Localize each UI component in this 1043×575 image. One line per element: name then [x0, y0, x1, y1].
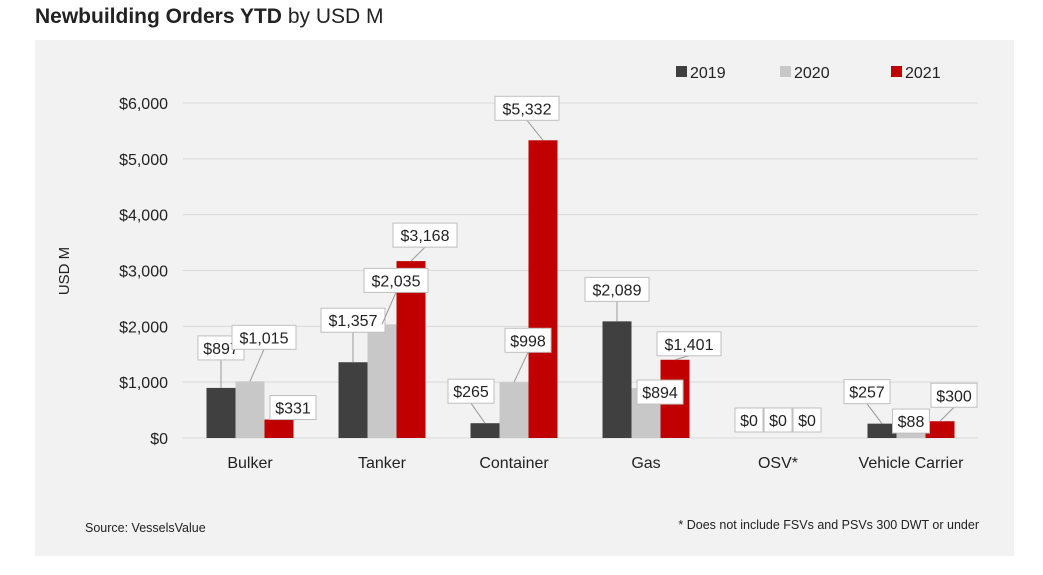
bar-2019: [867, 423, 897, 438]
source-note: Source: VesselsValue: [85, 521, 206, 535]
data-label-box: [392, 222, 458, 248]
y-tick-label: $5,000: [119, 152, 168, 169]
legend-swatch-2020: [780, 66, 791, 77]
data-label-leader: [674, 355, 690, 361]
data-label-leader: [526, 119, 544, 141]
data-label-2019: $257: [849, 385, 885, 402]
data-label-2021: $300: [936, 388, 972, 405]
data-label-box: [447, 378, 495, 404]
bar-2020: [235, 381, 265, 438]
bar-2019: [470, 423, 500, 438]
data-label-2021: $3,168: [401, 228, 450, 245]
data-label-2021: $1,401: [665, 337, 714, 354]
data-label-2020: $88: [898, 414, 925, 431]
footnote: * Does not include FSVs and PSVs 300 DWT…: [678, 518, 979, 532]
bar-2019: [338, 362, 368, 438]
data-label-leader: [939, 406, 955, 422]
data-label-2019: $0: [740, 413, 758, 430]
data-label-box: [504, 327, 552, 353]
chart-title-unit: by USD M: [281, 5, 384, 28]
data-label-2019: $897: [203, 341, 239, 358]
bar-2021: [925, 421, 955, 438]
data-label-box: [892, 408, 930, 434]
data-label-box: [763, 407, 793, 433]
data-label-box: [584, 276, 650, 302]
legend-label-2021: 2021: [905, 65, 941, 82]
bar-2021: [528, 140, 558, 438]
bar-2020: [367, 324, 397, 438]
bar-2020: [896, 433, 926, 438]
data-label-2021: $5,332: [503, 101, 552, 118]
y-tick-label: $2,000: [119, 319, 168, 336]
data-label-box: [363, 267, 429, 293]
legend-label-2020: 2020: [794, 65, 830, 82]
data-label-2020: $2,035: [372, 273, 421, 290]
bar-2019: [602, 321, 632, 438]
x-tick-label: OSV*: [758, 455, 798, 472]
data-label-2021: $0: [798, 413, 816, 430]
bar-2019: [206, 387, 236, 438]
data-label-2020: $0: [769, 413, 787, 430]
data-label-leader: [866, 403, 883, 424]
y-tick-label: $0: [150, 431, 168, 448]
y-tick-label: $6,000: [119, 96, 168, 113]
data-label-leader: [249, 349, 265, 382]
data-label-box: [269, 395, 317, 421]
legend-label-2019: 2019: [690, 65, 726, 82]
data-label-leader: [513, 352, 529, 383]
data-label-2019: $265: [453, 384, 489, 401]
data-label-box: [231, 324, 297, 350]
data-label-2019: $1,357: [329, 313, 378, 330]
y-tick-label: $1,000: [119, 375, 168, 392]
chart-title: Newbuilding Orders YTD by USD M: [35, 5, 384, 29]
data-label-box: [734, 407, 764, 433]
chart-panel: [35, 40, 1014, 556]
data-label-2021: $331: [275, 401, 311, 418]
y-axis-label: USD M: [56, 247, 73, 295]
legend-swatch-2019: [676, 66, 687, 77]
x-tick-label: Vehicle Carrier: [859, 455, 965, 472]
x-tick-label: Tanker: [358, 455, 407, 472]
data-label-box: [930, 382, 978, 408]
data-label-box: [494, 95, 560, 121]
data-label-box: [792, 407, 822, 433]
data-label-box: [636, 379, 684, 405]
chart-title-main: Newbuilding Orders YTD: [35, 5, 282, 28]
data-label-2020: $1,015: [240, 330, 289, 347]
y-tick-label: $4,000: [119, 208, 168, 225]
data-label-2020: $998: [510, 333, 546, 350]
data-label-2019: $2,089: [593, 282, 642, 299]
x-tick-label: Gas: [631, 455, 660, 472]
bar-2020: [499, 382, 529, 438]
x-tick-label: Bulker: [227, 455, 273, 472]
x-tick-label: Container: [479, 455, 549, 472]
data-label-leader: [381, 292, 397, 325]
y-tick-label: $3,000: [119, 264, 168, 281]
data-label-box: [843, 379, 891, 405]
legend-swatch-2021: [891, 66, 902, 77]
data-label-2020: $894: [642, 385, 678, 402]
data-label-box: [320, 307, 386, 333]
data-label-box: [656, 331, 722, 357]
bar-2021: [264, 419, 294, 438]
data-label-leader: [410, 246, 426, 262]
data-label-leader: [470, 402, 486, 424]
